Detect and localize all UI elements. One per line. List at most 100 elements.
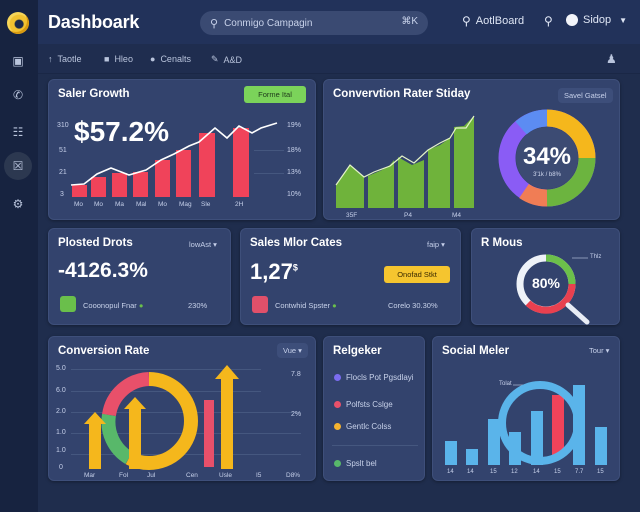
legend-item[interactable]: Spslt bel — [334, 459, 377, 468]
legend-dot — [334, 401, 341, 408]
legend-label: Contwhid Spster ● — [275, 301, 337, 310]
app-title: Dashboark — [48, 12, 140, 32]
y-tick: 6.0 — [56, 387, 66, 394]
arrow-up-icon: ↑ — [48, 54, 53, 64]
dropdown-pill[interactable]: faip ▾ — [427, 240, 445, 249]
y-tick: 0 — [59, 464, 63, 471]
card-title: Saler Growth — [58, 88, 130, 100]
legend-value: 230% — [188, 301, 208, 310]
svg-text:Cen: Cen — [186, 472, 198, 479]
gridline — [71, 391, 261, 392]
social-meter-chart: 14 14 15 12 14 15 7.7 15 — [445, 381, 607, 475]
card-title: Relgeker — [333, 345, 382, 357]
dropdown-pill[interactable]: Vue ▾ — [277, 343, 308, 358]
subnav-item-hleo[interactable]: ■ Hleo — [104, 54, 133, 64]
y-tick: 310 — [57, 122, 69, 129]
gridline — [71, 454, 301, 455]
svg-text:Sle: Sle — [201, 201, 211, 208]
search-button[interactable]: ⚲ — [544, 14, 553, 28]
legend-label: Gentlc Colss — [346, 422, 392, 431]
conversion-rate-card: Conversion Rate Vue ▾ 5.0 6.0 2.0 1.0 1.… — [48, 336, 316, 481]
sales-growth-chart: Mo Mo Ma Mal Mo Mag Sle 2H — [70, 122, 278, 208]
svg-text:15: 15 — [554, 469, 561, 475]
subnav-label: Hleo — [114, 54, 133, 64]
campaigns-icon-glyph: ☒ — [12, 159, 24, 173]
svg-text:Mo: Mo — [94, 201, 103, 208]
y-tick-right: 19% — [287, 122, 302, 129]
svg-text:Mo: Mo — [158, 201, 167, 208]
dropdown-pill[interactable]: Tour ▾ — [589, 346, 610, 355]
svg-text:Mal: Mal — [136, 201, 147, 208]
card-title: Convervtion Rater Stiday — [333, 88, 471, 100]
conversion-rate-chart: Mar Fol Jul Cen Usle I5 D8% — [84, 365, 300, 479]
svg-text:Usle: Usle — [219, 472, 232, 479]
user-profile-icon[interactable]: ♟ — [606, 52, 617, 66]
y-tick: 5.0 — [56, 365, 66, 372]
filter-pill[interactable]: Savel Gatsel — [558, 88, 613, 103]
sales-micro-card: Sales Mlor Cates faip ▾ 1,27$ Onofad Stk… — [240, 228, 461, 325]
overview-icon[interactable]: ▣ — [4, 47, 32, 75]
relgeker-card: Relgeker Flocls Pot Pgsdlayi Polfsts Csl… — [323, 336, 425, 481]
legend-item[interactable]: Flocls Pot Pgsdlayi — [334, 373, 414, 382]
card-title: Conversion Rate — [58, 345, 150, 357]
subnav-label: Cenalts — [160, 54, 191, 64]
apple-icon: ● — [150, 54, 156, 64]
top-bar: Dashboark ⚲ Conmigo Campagin ⌘K ⚲ AotlBo… — [38, 0, 640, 44]
svg-text:35F: 35F — [346, 212, 357, 219]
svg-text:Ma: Ma — [115, 201, 124, 208]
subnav-item-ad[interactable]: ✎ A&D — [211, 54, 242, 65]
analytics-icon-glyph: ☷ — [12, 125, 24, 139]
logo-icon[interactable] — [7, 12, 29, 34]
y-tick: 21 — [59, 169, 67, 176]
gauge-value: 80% — [531, 275, 561, 291]
forme-ital-button[interactable]: Forme Ital — [244, 86, 306, 103]
svg-text:Mo: Mo — [74, 201, 83, 208]
reports-icon[interactable]: ✆ — [4, 81, 32, 109]
gridline — [71, 369, 261, 370]
legend-item[interactable]: Gentlc Colss — [334, 422, 391, 431]
posted-orders-card: Plosted Drots lowAst ▾ -4126.3% Cooonopu… — [48, 228, 231, 325]
svg-text:14: 14 — [533, 469, 540, 475]
sales-growth-card: Saler Growth Forme Ital $57.2% 310 51 21… — [48, 79, 316, 220]
gridline — [254, 150, 284, 151]
settings-icon-glyph: ⚙ — [12, 197, 24, 211]
svg-text:15: 15 — [597, 469, 604, 475]
legend-label: Cooonopul Fnar ● — [83, 301, 144, 310]
svg-text:15: 15 — [490, 469, 497, 475]
search-icon: ⚲ — [462, 14, 471, 28]
dropdown-pill[interactable]: lowAst ▾ — [189, 240, 217, 249]
dashboard-link[interactable]: ⚲ AotlBoard — [462, 14, 524, 28]
callout-label: Tolat — [499, 381, 512, 387]
legend-label: Polfsts Cslge — [346, 400, 393, 409]
overview-icon-glyph: ▣ — [12, 54, 24, 68]
y-tick: 1.0 — [56, 447, 66, 454]
legend-swatch — [252, 296, 268, 313]
svg-text:Mar: Mar — [84, 472, 96, 479]
legend-swatch — [60, 296, 76, 312]
user-menu[interactable]: Sidop ▼ — [566, 14, 627, 26]
legend-dot — [334, 423, 341, 430]
sidebar: ▣ ✆ ☷ ☒ ⚙ — [0, 0, 38, 512]
conversion-area-chart: 35F P4 M4 — [335, 109, 596, 219]
search-input[interactable]: ⚲ Conmigo Campagin ⌘K — [200, 11, 428, 35]
svg-text:I5: I5 — [256, 472, 262, 479]
subnav-item-cenalts[interactable]: ● Cenalts — [150, 54, 191, 64]
gridline — [254, 173, 284, 174]
onofad-button[interactable]: Onofad Stkt — [384, 266, 450, 283]
y-tick-right: 7.8 — [291, 371, 301, 378]
legend-label: Flocls Pot Pgsdlayi — [346, 373, 414, 382]
donut-center-sub: 3'1k / b8% — [533, 172, 561, 178]
subnav-item-taotle[interactable]: ↑ Taotle — [48, 54, 82, 64]
dashboard-link-label: AotlBoard — [475, 15, 525, 27]
y-tick-right: 10% — [287, 191, 302, 198]
legend-value: Corelo 30.30% — [388, 301, 438, 310]
card-title: Plosted Drots — [58, 237, 133, 249]
settings-icon[interactable]: ⚙ — [4, 190, 32, 218]
social-meter-card: Social Meler Tour ▾ Tolat 14 14 15 12 14 15 7… — [432, 336, 620, 481]
analytics-icon[interactable]: ☷ — [4, 118, 32, 146]
legend-item[interactable]: Polfsts Cslge — [334, 400, 393, 409]
k-mous-card: R Mous Thlz 80% — [471, 228, 620, 325]
card-title: R Mous — [481, 237, 523, 249]
campaigns-icon[interactable]: ☒ — [4, 152, 32, 180]
legend-dot — [334, 374, 341, 381]
